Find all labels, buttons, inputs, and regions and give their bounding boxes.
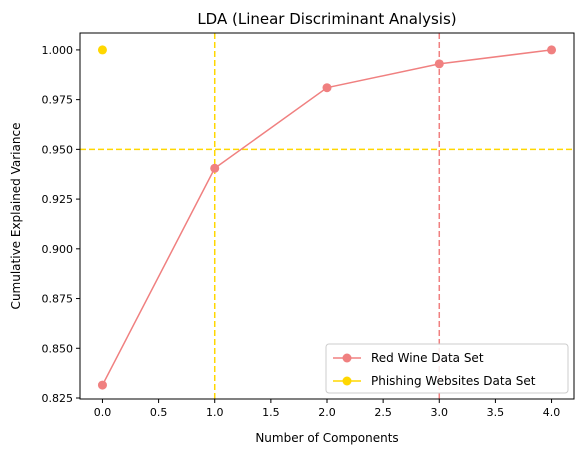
series-0-point-1	[210, 163, 220, 173]
x-tick-label: 0.5	[150, 406, 168, 419]
y-tick-label: 0.875	[42, 293, 74, 306]
series-1-point-0	[97, 45, 107, 55]
y-tick-label: 1.000	[42, 44, 74, 57]
x-tick-label: 1.5	[262, 406, 280, 419]
x-axis-ticks: 0.0 0.5 1.0 1.5 2.0 2.5 3.0 3.5 4.0	[94, 399, 561, 419]
y-tick-label: 0.975	[42, 94, 74, 107]
series-0-point-0	[97, 380, 107, 390]
x-tick-label: 3.5	[487, 406, 505, 419]
x-axis-label: Number of Components	[255, 431, 398, 445]
legend-box	[325, 343, 569, 394]
legend-label-red-wine: Red Wine Data Set	[371, 351, 484, 365]
x-tick-label: 3.0	[431, 406, 449, 419]
legend-marker-red-wine	[342, 353, 352, 363]
y-axis-label: Cumulative Explained Variance	[9, 123, 23, 310]
y-tick-label: 0.925	[42, 193, 74, 206]
series-line-0	[101, 49, 552, 386]
plot-area	[80, 33, 574, 399]
y-tick-label: 0.900	[42, 243, 74, 256]
series-0-point-2	[322, 83, 332, 93]
x-tick-label: 0.0	[94, 406, 112, 419]
y-tick-label: 0.850	[42, 342, 74, 355]
series-0-point-3	[434, 59, 444, 69]
y-axis-ticks: 0.825 0.850 0.875 0.900 0.925 0.950 0.975 1.000	[42, 44, 80, 405]
series-0-point-4	[547, 45, 557, 55]
legend-marker-phishing	[342, 376, 352, 386]
x-tick-label: 2.5	[374, 406, 392, 419]
x-tick-label: 1.0	[206, 406, 224, 419]
y-tick-label: 0.825	[42, 392, 74, 405]
y-tick-label: 0.950	[42, 143, 74, 156]
legend-label-phishing: Phishing Websites Data Set	[371, 374, 536, 388]
x-tick-label: 2.0	[318, 406, 336, 419]
x-tick-label: 4.0	[543, 406, 561, 419]
legend: Red Wine Data Set Phishing Websites Data…	[325, 343, 569, 394]
chart-title: LDA (Linear Discriminant Analysis)	[197, 10, 456, 28]
